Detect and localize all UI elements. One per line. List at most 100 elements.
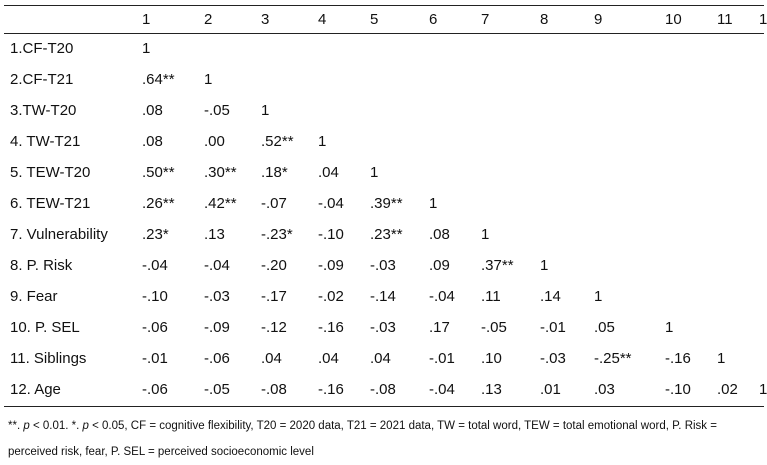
correlation-cell: 1 <box>318 133 327 150</box>
header-cell-1: 1 <box>142 10 151 28</box>
row-label: 11. Siblings <box>10 350 87 367</box>
correlation-cell: 1 <box>540 257 549 274</box>
correlation-cell <box>665 219 717 250</box>
correlation-cell <box>594 219 665 250</box>
correlation-cell <box>481 126 540 157</box>
correlation-cell: -.23* <box>261 226 293 243</box>
correlation-cell <box>759 312 764 343</box>
correlation-cell: -.02 <box>318 288 344 305</box>
row-label: 10. P. SEL <box>10 319 80 336</box>
table-row: 1.CF-T20 1 <box>4 33 764 64</box>
correlation-cell <box>540 33 594 64</box>
correlation-cell: .52** <box>261 133 294 150</box>
correlation-cell: -.04 <box>429 288 455 305</box>
correlation-cell <box>717 312 759 343</box>
correlation-cell: .02 <box>717 381 738 398</box>
correlation-cell: 1 <box>759 381 767 398</box>
correlation-cell <box>481 188 540 219</box>
table-bottom-rule <box>4 406 764 407</box>
correlation-cell: 1 <box>481 226 490 243</box>
correlation-cell <box>370 64 429 95</box>
correlation-cell: 1 <box>261 102 270 119</box>
row-label: 12. Age <box>10 381 61 398</box>
correlation-cell: .13 <box>481 381 502 398</box>
correlation-cell: .01 <box>540 381 561 398</box>
note-sep-2: . <box>76 420 83 432</box>
table-row: 5. TEW-T20 .50** .30** .18* .04 1 <box>4 157 764 188</box>
correlation-cell <box>665 64 717 95</box>
correlation-cell <box>717 281 759 312</box>
header-cell-label <box>4 5 142 33</box>
row-label: 7. Vulnerability <box>10 226 108 243</box>
correlation-cell: -.05 <box>481 319 507 336</box>
correlation-cell <box>594 157 665 188</box>
correlation-cell <box>429 157 481 188</box>
table-row: 12. Age -.06 -.05 -.08 -.16 -.08 -.04 .13 .01 .03… <box>4 374 767 405</box>
correlation-table: 123456789101112 1.CF-T2012.CF-T21.64**13… <box>4 5 767 405</box>
correlation-cell: .23** <box>370 226 403 243</box>
header-cell-10: 10 <box>665 10 682 28</box>
note-sig-single: * <box>71 420 77 432</box>
correlation-cell <box>429 64 481 95</box>
table-row: 4. TW-T21 .08 .00 .52** 1 <box>4 126 764 157</box>
correlation-cell <box>481 95 540 126</box>
correlation-cell <box>370 95 429 126</box>
correlation-cell: .50** <box>142 164 175 181</box>
row-label: 9. Fear <box>10 288 58 305</box>
correlation-cell <box>370 126 429 157</box>
correlation-cell: 1 <box>370 164 379 181</box>
correlation-cell <box>759 281 764 312</box>
correlation-cell: -.05 <box>204 102 230 119</box>
correlation-cell <box>594 188 665 219</box>
correlation-cell: -.12 <box>261 319 287 336</box>
correlation-cell: 1 <box>665 319 674 336</box>
correlation-cell <box>481 64 540 95</box>
row-label: 1.CF-T20 <box>10 40 74 57</box>
note-sep-1: . <box>16 420 24 432</box>
note-sig-double: ** <box>8 420 17 432</box>
header-cell-12: 12 <box>759 10 767 28</box>
table-row: 2.CF-T21 .64** 1 <box>4 64 764 95</box>
correlation-cell: .04 <box>261 350 282 367</box>
correlation-cell: -.09 <box>318 257 344 274</box>
correlation-cell: 1 <box>594 288 603 305</box>
table-row: 11. Siblings -.01 -.06 .04 .04 .04 -.01 .10 -.03… <box>4 343 764 374</box>
correlation-cell <box>717 64 759 95</box>
correlation-cell: .30** <box>204 164 237 181</box>
correlation-cell: -.03 <box>540 350 566 367</box>
correlation-cell <box>759 64 764 95</box>
table-row: 10. P. SEL -.06 -.09 -.12 -.16 -.03 .17 -.05 -.0… <box>4 312 764 343</box>
correlation-cell <box>370 33 429 64</box>
header-cell-3: 3 <box>261 10 270 28</box>
header-cell-6: 6 <box>429 10 438 28</box>
correlation-cell <box>717 219 759 250</box>
correlation-cell: -.04 <box>429 381 455 398</box>
correlation-cell: .14 <box>540 288 561 305</box>
correlation-cell: 1 <box>429 195 438 212</box>
correlation-cell: .11 <box>481 288 501 305</box>
correlation-cell: -.25** <box>594 350 632 367</box>
correlation-cell: .26** <box>142 195 175 212</box>
correlation-cell: -.16 <box>665 350 691 367</box>
correlation-cell <box>429 126 481 157</box>
correlation-cell: -.01 <box>540 319 566 336</box>
correlation-cell <box>540 219 594 250</box>
table-row: 6. TEW-T21 .26** .42** -.07 -.04 .39** 1 <box>4 188 764 219</box>
correlation-cell: -.16 <box>318 381 344 398</box>
correlation-cell <box>318 33 370 64</box>
correlation-cell: .04 <box>318 164 339 181</box>
correlation-cell <box>665 95 717 126</box>
table-header-row: 123456789101112 <box>4 5 767 33</box>
correlation-cell: -.05 <box>204 381 230 398</box>
correlation-cell <box>481 157 540 188</box>
correlation-cell: -.20 <box>261 257 287 274</box>
correlation-cell: .08 <box>429 226 450 243</box>
correlation-cell <box>261 33 318 64</box>
correlation-cell <box>717 95 759 126</box>
correlation-cell <box>540 64 594 95</box>
correlation-cell <box>540 157 594 188</box>
header-cell-2: 2 <box>204 10 213 28</box>
header-cell-7: 7 <box>481 10 490 28</box>
correlation-cell <box>318 64 370 95</box>
